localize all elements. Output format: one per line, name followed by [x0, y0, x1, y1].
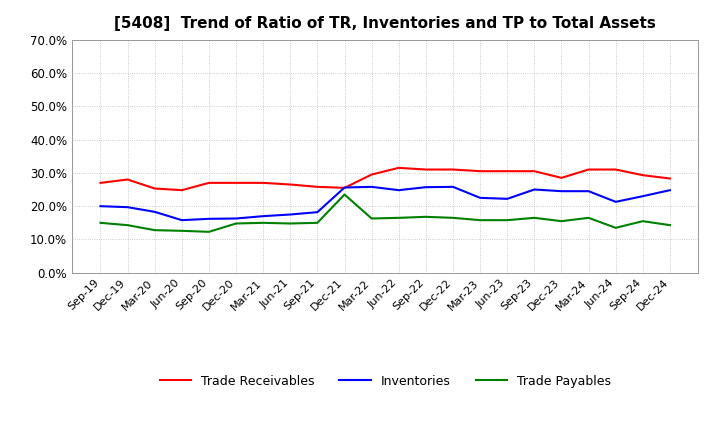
Trade Receivables: [204, 180, 213, 186]
Trade Payables: [96, 220, 105, 225]
Trade Receivables: [232, 180, 240, 186]
Inventories: [503, 196, 511, 202]
Trade Receivables: [259, 180, 268, 186]
Inventories: [557, 188, 566, 194]
Line: Inventories: Inventories: [101, 187, 670, 220]
Trade Receivables: [178, 187, 186, 193]
Inventories: [259, 213, 268, 219]
Inventories: [313, 209, 322, 215]
Trade Receivables: [639, 172, 647, 178]
Inventories: [584, 188, 593, 194]
Trade Payables: [178, 228, 186, 234]
Inventories: [286, 212, 294, 217]
Trade Payables: [286, 221, 294, 226]
Line: Trade Receivables: Trade Receivables: [101, 168, 670, 190]
Trade Receivables: [341, 185, 349, 191]
Trade Payables: [557, 219, 566, 224]
Line: Trade Payables: Trade Payables: [101, 194, 670, 232]
Trade Payables: [611, 225, 620, 231]
Trade Payables: [639, 219, 647, 224]
Inventories: [96, 204, 105, 209]
Trade Receivables: [665, 176, 674, 181]
Trade Receivables: [476, 169, 485, 174]
Trade Receivables: [611, 167, 620, 172]
Trade Receivables: [286, 182, 294, 187]
Trade Receivables: [367, 172, 376, 177]
Trade Receivables: [584, 167, 593, 172]
Inventories: [341, 185, 349, 190]
Trade Payables: [232, 221, 240, 226]
Inventories: [665, 187, 674, 193]
Trade Receivables: [123, 177, 132, 182]
Inventories: [639, 194, 647, 199]
Inventories: [476, 195, 485, 201]
Inventories: [449, 184, 457, 190]
Inventories: [204, 216, 213, 221]
Inventories: [395, 187, 403, 193]
Trade Payables: [476, 217, 485, 223]
Trade Payables: [313, 220, 322, 225]
Title: [5408]  Trend of Ratio of TR, Inventories and TP to Total Assets: [5408] Trend of Ratio of TR, Inventories…: [114, 16, 656, 32]
Inventories: [367, 184, 376, 190]
Inventories: [123, 205, 132, 210]
Inventories: [421, 184, 430, 190]
Trade Receivables: [96, 180, 105, 186]
Trade Payables: [530, 215, 539, 220]
Trade Receivables: [503, 169, 511, 174]
Trade Receivables: [530, 169, 539, 174]
Trade Receivables: [449, 167, 457, 172]
Trade Payables: [421, 214, 430, 220]
Trade Payables: [503, 217, 511, 223]
Trade Payables: [341, 192, 349, 197]
Trade Payables: [204, 229, 213, 235]
Trade Receivables: [150, 186, 159, 191]
Trade Receivables: [557, 175, 566, 180]
Trade Payables: [259, 220, 268, 225]
Legend: Trade Receivables, Inventories, Trade Payables: Trade Receivables, Inventories, Trade Pa…: [160, 375, 611, 388]
Trade Receivables: [421, 167, 430, 172]
Trade Payables: [150, 227, 159, 233]
Trade Payables: [367, 216, 376, 221]
Trade Payables: [123, 223, 132, 228]
Inventories: [232, 216, 240, 221]
Trade Receivables: [395, 165, 403, 170]
Inventories: [611, 199, 620, 205]
Trade Payables: [584, 215, 593, 220]
Inventories: [178, 217, 186, 223]
Trade Payables: [665, 223, 674, 228]
Trade Payables: [449, 215, 457, 220]
Inventories: [150, 209, 159, 214]
Trade Receivables: [313, 184, 322, 190]
Inventories: [530, 187, 539, 192]
Trade Payables: [395, 215, 403, 220]
